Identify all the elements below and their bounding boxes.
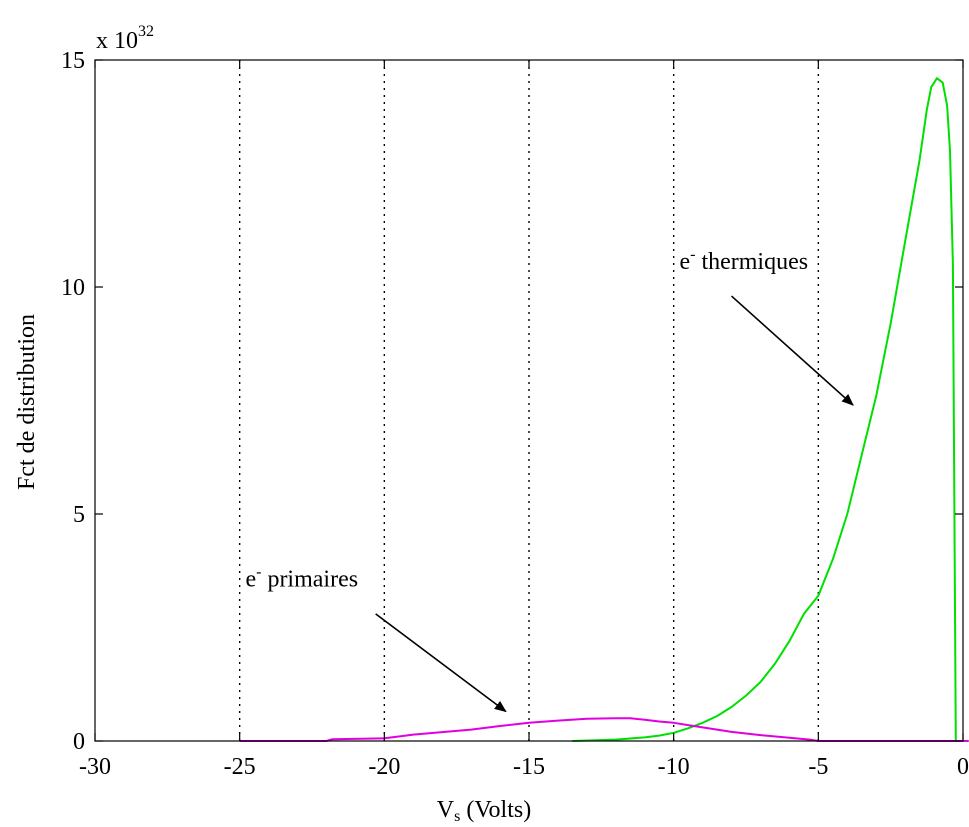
annotation-label-2: e- primaires <box>245 564 358 593</box>
x-tick-label: -30 <box>79 754 111 780</box>
annotation-label-1: e- thermiques <box>679 246 808 275</box>
x-tick-label: -15 <box>513 754 545 780</box>
y-tick-label: 15 <box>61 48 85 74</box>
x-tick-label: -25 <box>224 754 256 780</box>
x-tick-label: -5 <box>808 754 828 780</box>
y-tick-label: 10 <box>61 275 85 301</box>
x-axis-label: Vs (Volts) <box>437 797 531 825</box>
y-multiplier-exp: 32 <box>138 23 154 40</box>
x-axis-label-rest: (Volts) <box>460 797 531 823</box>
y-axis-label: Fct de distribution <box>14 314 40 490</box>
x-tick-label: -10 <box>658 754 690 780</box>
x-axis-label-main: V <box>437 797 455 823</box>
x-tick-label: -20 <box>368 754 400 780</box>
x-tick-label: 0 <box>957 754 969 780</box>
y-multiplier-base: x 10 <box>96 28 138 54</box>
y-tick-label: 5 <box>73 502 85 528</box>
y-tick-label: 0 <box>73 729 85 755</box>
